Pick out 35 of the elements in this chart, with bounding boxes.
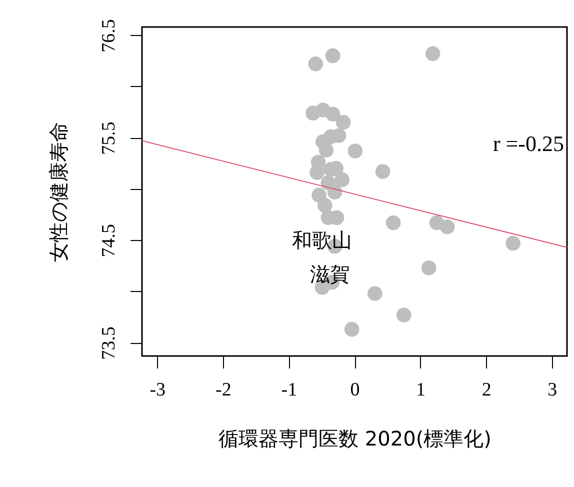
point: [386, 215, 401, 230]
point: [317, 198, 332, 213]
point: [440, 219, 455, 234]
annotation: 和歌山: [292, 228, 352, 252]
point: [318, 142, 334, 158]
x-tick-label: 1: [416, 380, 426, 400]
x-tick-label: 0: [350, 380, 360, 400]
annotation: 滋賀: [310, 262, 350, 286]
point: [325, 48, 340, 64]
y-tick-label: 73.5: [98, 326, 120, 360]
point: [396, 308, 412, 322]
annotation: r =-0.25: [492, 131, 564, 156]
x-tick-label: -2: [216, 380, 232, 400]
y-tick-label: 76.5: [98, 19, 120, 52]
point: [375, 164, 390, 179]
point: [425, 46, 440, 62]
x-tick-label: -1: [281, 380, 298, 400]
point: [310, 165, 324, 180]
point: [348, 144, 363, 158]
x-tick-label: 2: [482, 380, 492, 400]
point: [336, 114, 351, 130]
y-axis-title: 女性の健康寿命: [46, 122, 70, 262]
point: [506, 236, 520, 251]
point: [327, 184, 342, 200]
point: [325, 106, 340, 122]
point: [334, 172, 350, 188]
point: [308, 56, 324, 72]
point: [344, 322, 360, 337]
y-tick-label: 75.5: [98, 122, 120, 155]
y-tick-label: 74.5: [98, 224, 120, 258]
point: [367, 286, 382, 301]
x-axis-title: 循環器専門医数 2020(標準化): [218, 426, 492, 450]
x-tick-label: 3: [548, 380, 558, 400]
x-tick-label: -3: [150, 380, 166, 400]
point: [421, 260, 436, 276]
